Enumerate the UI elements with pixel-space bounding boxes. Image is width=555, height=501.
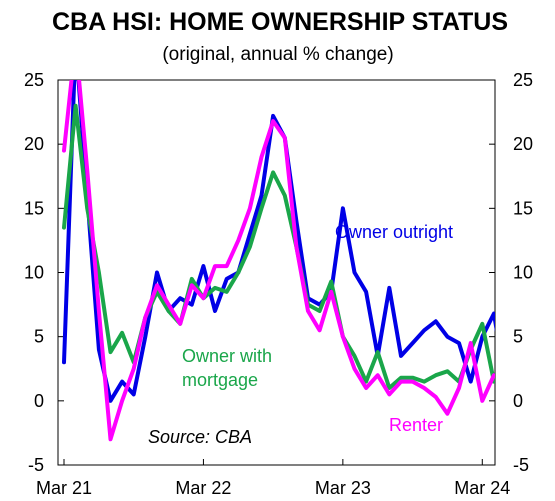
y-tick-label-left: 25 [24, 70, 44, 90]
chart-title: CBA HSI: HOME OWNERSHIP STATUS [52, 8, 508, 36]
y-axis-right: 25 20 15 10 5 0 -5 [489, 70, 533, 475]
label-owner-outright: Owner outright [335, 222, 453, 242]
y-tick-label-right: 5 [513, 327, 523, 347]
x-tick-label: Mar 24 [454, 478, 510, 498]
x-tick-label: Mar 22 [175, 478, 231, 498]
y-tick-label-left: -5 [28, 455, 44, 475]
label-owner-mortgage-line2: mortgage [182, 370, 258, 390]
x-tick-label: Mar 23 [315, 478, 371, 498]
y-tick-label-right: 10 [513, 263, 533, 283]
label-renter: Renter [389, 415, 443, 435]
y-tick-label-right: 0 [513, 391, 523, 411]
x-tick-label: Mar 21 [36, 478, 92, 498]
plot-frame [57, 79, 496, 466]
y-tick-label-right: 25 [513, 70, 533, 90]
x-axis: Mar 21 Mar 22 Mar 23 Mar 24 [36, 459, 510, 498]
y-tick-label-left: 10 [24, 263, 44, 283]
y-tick-label-right: -5 [513, 455, 529, 475]
series-line-renter [62, 80, 495, 442]
y-tick-label-left: 20 [24, 134, 44, 154]
y-axis-left: 25 20 15 10 5 0 -5 [24, 70, 64, 475]
y-tick-label-left: 5 [34, 327, 44, 347]
label-owner-mortgage-line1: Owner with [182, 346, 272, 366]
y-tick-label-left: 15 [24, 198, 44, 218]
chart-subtitle: (original, annual % change) [162, 44, 393, 65]
y-tick-label-left: 0 [34, 391, 44, 411]
series-layer [62, 80, 495, 442]
y-tick-label-right: 20 [513, 134, 533, 154]
source-note: Source: CBA [148, 427, 252, 447]
y-tick-label-right: 15 [513, 198, 533, 218]
